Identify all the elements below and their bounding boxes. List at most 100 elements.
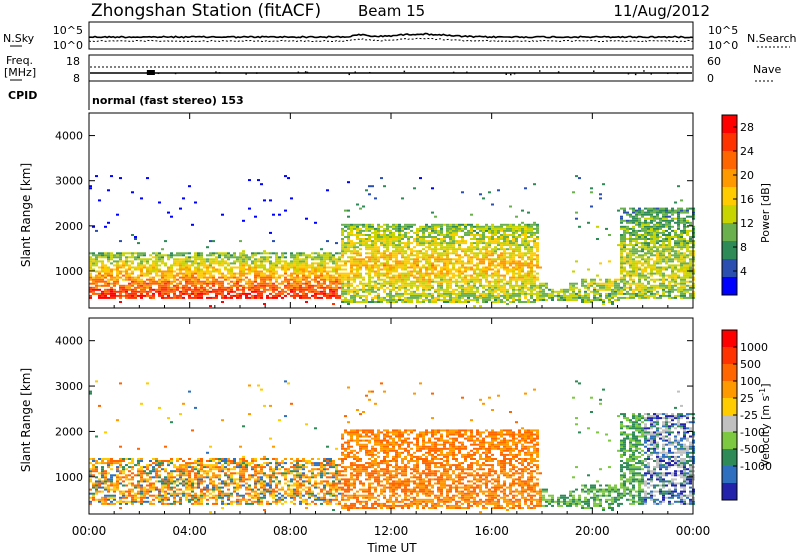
power-cell bbox=[383, 284, 386, 287]
power-cell bbox=[440, 260, 443, 263]
colorbar-tick-label: 12 bbox=[740, 217, 754, 230]
power-cell bbox=[101, 294, 104, 297]
power-cell bbox=[401, 266, 404, 269]
power-cell bbox=[437, 286, 440, 289]
power-cell bbox=[617, 209, 620, 212]
power-cell bbox=[416, 238, 419, 240]
power-cell bbox=[155, 288, 158, 291]
power-cell bbox=[299, 258, 302, 261]
power-cell bbox=[173, 292, 176, 295]
power-cell bbox=[473, 270, 476, 273]
power-cell bbox=[632, 292, 635, 295]
power-cell bbox=[464, 240, 467, 243]
power-cell bbox=[458, 266, 461, 269]
power-cell bbox=[494, 274, 497, 277]
power-cell bbox=[299, 282, 302, 285]
power-cell bbox=[656, 231, 659, 234]
power-cell bbox=[458, 236, 461, 238]
power-cell bbox=[494, 280, 497, 283]
power-cell bbox=[152, 276, 155, 279]
power-cell bbox=[659, 268, 662, 271]
power-cell bbox=[275, 256, 278, 259]
power-cell bbox=[356, 268, 359, 271]
velocity-cell bbox=[113, 460, 116, 462]
power-cell bbox=[386, 286, 389, 289]
velocity-cell bbox=[146, 500, 149, 503]
power-cell bbox=[131, 254, 134, 257]
power-cell bbox=[674, 258, 677, 261]
velocity-cell bbox=[128, 466, 131, 469]
power-cell bbox=[461, 286, 464, 289]
power-cell bbox=[152, 282, 155, 285]
power-cell bbox=[344, 284, 347, 287]
velocity-cell bbox=[110, 462, 113, 465]
power-cell bbox=[464, 276, 467, 279]
power-cell bbox=[254, 215, 257, 218]
power-cell bbox=[89, 286, 92, 289]
power-cell bbox=[170, 254, 173, 257]
power-cell bbox=[479, 260, 482, 263]
power-cell bbox=[371, 242, 374, 245]
power-cell bbox=[662, 288, 665, 291]
power-cell bbox=[401, 284, 404, 287]
velocity-cell bbox=[143, 472, 146, 475]
power-cell bbox=[359, 264, 362, 267]
power-cell bbox=[395, 238, 398, 240]
power-cell bbox=[377, 246, 380, 249]
power-cell bbox=[533, 301, 536, 303]
power-cell bbox=[524, 246, 527, 249]
velocity-cell bbox=[140, 494, 143, 497]
power-cell bbox=[422, 266, 425, 269]
power-cell bbox=[254, 254, 257, 257]
power-cell bbox=[614, 288, 617, 291]
velocity-cell bbox=[140, 472, 143, 475]
power-cell bbox=[416, 240, 419, 243]
power-cell bbox=[401, 278, 404, 281]
power-cell bbox=[653, 294, 656, 297]
power-cell bbox=[680, 211, 683, 214]
power-cell bbox=[668, 292, 671, 295]
power-cell bbox=[491, 294, 494, 297]
power-cell bbox=[662, 280, 665, 283]
velocity-cell bbox=[101, 486, 104, 489]
power-cell bbox=[434, 299, 437, 301]
power-cell bbox=[230, 286, 233, 289]
power-cell bbox=[404, 252, 407, 255]
nsky-frame bbox=[88, 21, 694, 50]
power-cell bbox=[263, 288, 266, 291]
power-cell bbox=[434, 260, 437, 263]
power-cell bbox=[341, 301, 344, 303]
power-cell bbox=[236, 266, 239, 269]
power-cell bbox=[335, 282, 338, 285]
power-cell bbox=[140, 197, 143, 200]
power-cell bbox=[239, 288, 242, 291]
power-cell bbox=[506, 296, 509, 299]
power-cell bbox=[125, 288, 128, 291]
power-cell bbox=[518, 262, 521, 265]
power-cell bbox=[296, 280, 299, 283]
power-cell bbox=[122, 254, 125, 257]
power-cell bbox=[653, 264, 656, 267]
power-cell bbox=[533, 252, 536, 255]
power-cell bbox=[464, 223, 467, 226]
velocity-cell bbox=[107, 466, 110, 469]
power-cell bbox=[443, 296, 446, 299]
power-cell bbox=[632, 266, 635, 269]
velocity-cell bbox=[134, 474, 137, 477]
power-cell bbox=[395, 286, 398, 289]
power-cell bbox=[467, 301, 470, 303]
power-cell bbox=[392, 231, 395, 234]
power-cell bbox=[368, 260, 371, 263]
power-cell bbox=[422, 288, 425, 291]
power-cell bbox=[116, 256, 119, 259]
power-cell bbox=[326, 286, 329, 289]
power-cell bbox=[398, 260, 401, 263]
power-cell bbox=[323, 266, 326, 269]
power-cell bbox=[128, 288, 131, 291]
power-cell bbox=[437, 248, 440, 251]
velocity-cell bbox=[143, 486, 146, 489]
power-cell bbox=[275, 278, 278, 281]
power-cell bbox=[515, 264, 518, 267]
power-cell bbox=[434, 240, 437, 243]
velocity-cell bbox=[131, 458, 134, 460]
